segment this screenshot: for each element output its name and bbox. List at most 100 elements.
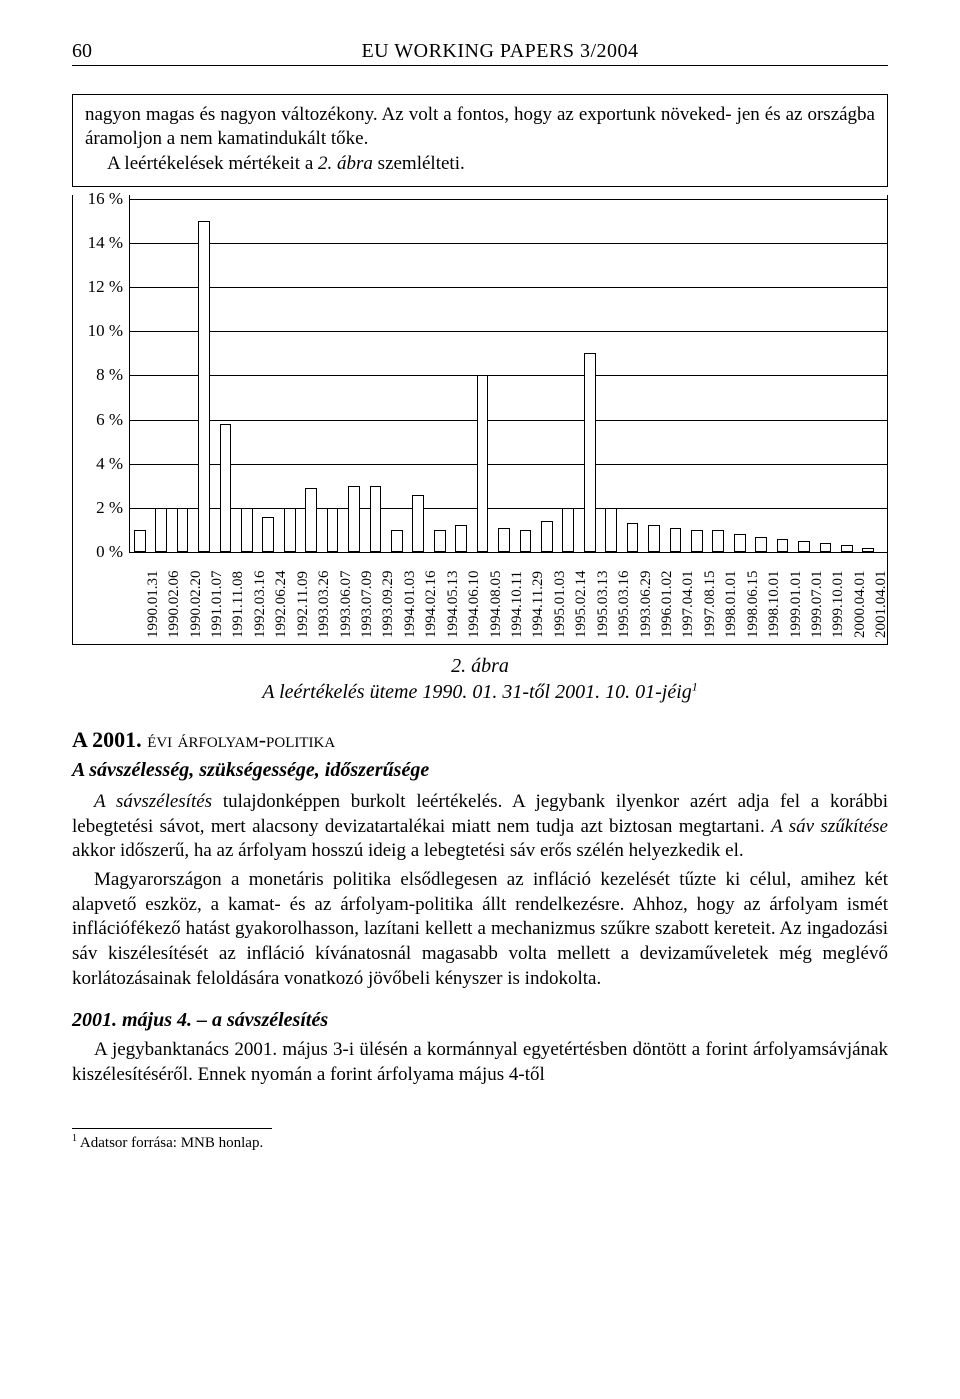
y-tick-label: 14 %: [75, 233, 123, 253]
x-tick-label: 1991.11.08: [230, 571, 247, 638]
bar: [777, 539, 789, 552]
body-paragraph-2: Magyarországon a monetáris politika első…: [72, 868, 888, 991]
bar: [734, 534, 746, 552]
x-tick-label: 1991.01.07: [209, 570, 226, 638]
bar: [862, 548, 874, 552]
x-tick-label: 1992.03.16: [252, 570, 269, 638]
bar: [305, 488, 317, 552]
x-tick-label: 1994.06.10: [466, 570, 483, 638]
y-tick-label: 2 %: [75, 498, 123, 518]
y-tick-label: 8 %: [75, 365, 123, 385]
section-prefix: A 2001.: [72, 727, 147, 752]
intro-line3-suffix: szemlélteti.: [373, 153, 465, 174]
caption-footnote-ref: 1: [692, 679, 698, 693]
footnote: 1 Adatsor forrása: MNB honlap.: [72, 1133, 888, 1152]
x-tick-label: 1999.01.01: [788, 570, 805, 638]
bar: [370, 486, 382, 552]
y-tick-label: 6 %: [75, 410, 123, 430]
bar: [627, 523, 639, 552]
x-tick-label: 1990.02.20: [188, 570, 205, 638]
bar: [348, 486, 360, 552]
x-tick-label: 1998.10.01: [766, 570, 783, 638]
date-subheading: 2001. május 4. – a sávszélesítés: [72, 1009, 888, 1032]
p1-text2: akkor időszerű, ha az árfolyam hosszú id…: [72, 840, 744, 861]
bar: [755, 537, 767, 552]
bar: [327, 508, 339, 552]
x-tick-label: 2000.04.01: [852, 570, 869, 638]
x-tick-label: 1994.01.03: [402, 570, 419, 638]
y-tick-label: 4 %: [75, 454, 123, 474]
gridline: [129, 375, 887, 376]
x-tick-label: 1995.03.13: [595, 570, 612, 638]
x-tick-label: 1993.09.29: [380, 570, 397, 638]
body-paragraph-3: A jegybanktanács 2001. május 3-i ülésén …: [72, 1038, 888, 1087]
bar: [177, 508, 189, 552]
gridline: [129, 243, 887, 244]
intro-line1: nagyon magas és nagyon változékony. Az v…: [85, 104, 732, 125]
bar: [434, 530, 446, 552]
x-tick-label: 1998.06.15: [745, 570, 762, 638]
bar: [798, 541, 810, 552]
bar: [541, 521, 553, 552]
x-tick-label: 1999.07.01: [809, 570, 826, 638]
gridline: [129, 331, 887, 332]
bar: [155, 508, 167, 552]
page-number: 60: [72, 40, 112, 63]
gridline: [129, 199, 887, 200]
y-tick-label: 10 %: [75, 321, 123, 341]
bar: [584, 353, 596, 552]
x-tick-label: 1995.03.16: [616, 570, 633, 638]
bar: [691, 530, 703, 552]
caption-line1: 2. ábra: [451, 655, 509, 677]
bar: [562, 508, 574, 552]
baseline: [129, 552, 887, 553]
bar: [284, 508, 296, 552]
figure-caption: 2. ábra A leértékelés üteme 1990. 01. 31…: [72, 653, 888, 705]
subsection-heading: A sávszélesség, szükségessége, időszerűs…: [72, 759, 888, 782]
x-tick-label: 1995.01.03: [552, 570, 569, 638]
intro-box: nagyon magas és nagyon változékony. Az v…: [72, 94, 888, 187]
x-tick-label: 1998.01.01: [723, 570, 740, 638]
gridline: [129, 287, 887, 288]
x-tick-label: 1997.08.15: [702, 570, 719, 638]
header-title: EU WORKING PAPERS 3/2004: [112, 40, 888, 63]
bar: [262, 517, 274, 552]
footnote-rule: [72, 1128, 272, 1129]
bar: [220, 424, 232, 552]
bar: [648, 525, 660, 551]
x-tick-label: 1994.11.29: [530, 571, 547, 638]
x-tick-label: 1994.10.11: [509, 571, 526, 638]
p1-em1: A sávszélesítés: [94, 791, 212, 812]
y-axis: [129, 195, 130, 552]
bar: [820, 543, 832, 552]
x-tick-label: 1996.01.02: [659, 570, 676, 638]
x-tick-label: 1999.10.01: [830, 570, 847, 638]
section-heading: A 2001. évi árfolyam-politika: [72, 727, 888, 753]
x-tick-label: 1994.08.05: [488, 570, 505, 638]
y-tick-label: 16 %: [75, 189, 123, 209]
x-tick-label: 1992.11.09: [295, 571, 312, 638]
page-header: 60 EU WORKING PAPERS 3/2004: [72, 40, 888, 66]
body-paragraph-1: A sávszélesítés tulajdonképpen burkolt l…: [72, 790, 888, 864]
bar: [241, 508, 253, 552]
y-tick-label: 0 %: [75, 542, 123, 562]
x-tick-label: 1993.07.09: [359, 570, 376, 638]
bar: [134, 530, 146, 552]
x-tick-label: 1990.02.06: [166, 570, 183, 638]
bar: [498, 528, 510, 552]
caption-line2: A leértékelés üteme 1990. 01. 31-től 200…: [262, 681, 692, 703]
x-tick-label: 1993.03.26: [316, 570, 333, 638]
bar: [712, 530, 724, 552]
intro-line3-em: 2. ábra: [318, 153, 373, 174]
gridline: [129, 464, 887, 465]
bar: [455, 525, 467, 551]
x-tick-label: 1995.02.14: [573, 570, 590, 638]
x-tick-label: 1992.06.24: [273, 570, 290, 638]
intro-text: nagyon magas és nagyon változékony. Az v…: [85, 103, 875, 152]
y-tick-label: 12 %: [75, 277, 123, 297]
intro-line3: A leértékelések mértékeit a 2. ábra szem…: [85, 152, 875, 176]
section-smallcaps: évi árfolyam-politika: [147, 727, 335, 752]
x-tick-label: 1997.04.01: [680, 570, 697, 638]
bar: [841, 545, 853, 552]
bar: [605, 508, 617, 552]
